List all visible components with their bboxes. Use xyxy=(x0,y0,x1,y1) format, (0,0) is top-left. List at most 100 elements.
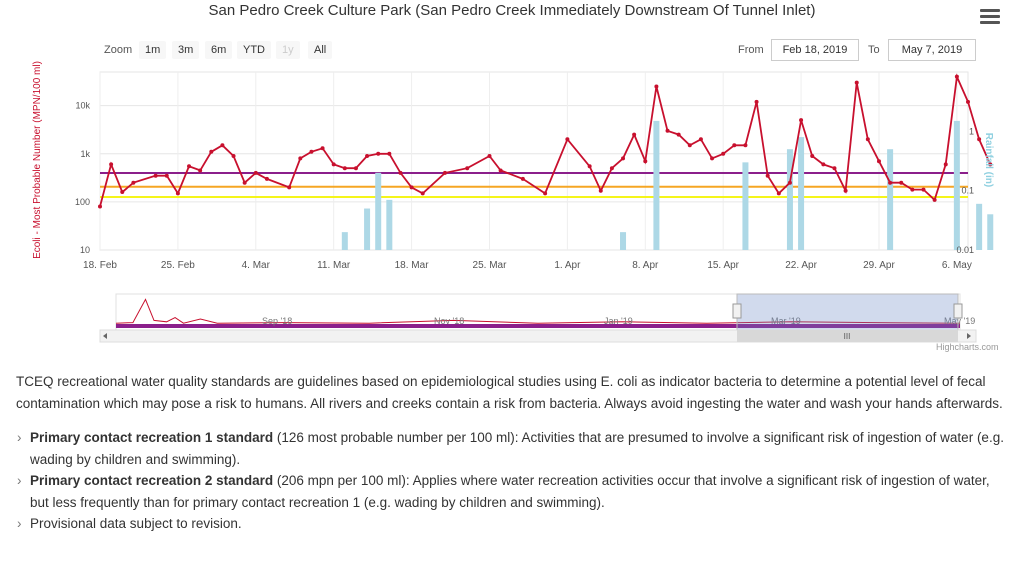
ecoli-point xyxy=(264,176,269,181)
ecoli-point xyxy=(387,151,392,156)
x-tick-label: 6. May xyxy=(942,260,972,271)
ecoli-point xyxy=(843,188,848,193)
scrollbar-grip: III xyxy=(844,332,851,341)
ecoli-point xyxy=(854,80,859,85)
ecoli-point xyxy=(565,137,570,142)
rainfall-bar xyxy=(341,232,348,250)
ecoli-point xyxy=(442,170,447,175)
ecoli-point xyxy=(876,159,881,164)
list-item: Primary contact recreation 2 standard (2… xyxy=(16,470,1012,513)
x-tick-label: 18. Mar xyxy=(395,260,430,271)
ecoli-point xyxy=(643,159,648,164)
ecoli-point xyxy=(988,162,993,167)
ecoli-point xyxy=(810,153,815,158)
ecoli-point xyxy=(632,132,637,137)
rainfall-bar xyxy=(620,232,627,250)
navigator-label: May '19 xyxy=(944,316,975,326)
from-label: From xyxy=(738,44,764,56)
ecoli-point xyxy=(543,191,548,196)
ecoli-point xyxy=(498,168,503,173)
ecoli-point xyxy=(320,146,325,151)
ecoli-point xyxy=(598,188,603,193)
ecoli-point xyxy=(331,162,336,167)
ecoli-point xyxy=(932,197,937,202)
zoom-6m-button[interactable]: 6m xyxy=(205,41,233,59)
x-tick-label: 15. Apr xyxy=(707,260,739,271)
ecoli-point xyxy=(865,137,870,142)
navigator-label: Nov '18 xyxy=(434,316,464,326)
zoom-3m-button[interactable]: 3m xyxy=(172,41,200,59)
rainfall-bar xyxy=(887,149,894,250)
item-bold: Primary contact recreation 1 standard xyxy=(30,430,274,445)
rainfall-bar xyxy=(798,137,805,250)
navigator-handle[interactable] xyxy=(732,303,742,319)
ecoli-point xyxy=(832,166,837,171)
zoom-label: Zoom xyxy=(104,44,133,56)
ecoli-point xyxy=(888,180,893,185)
y-tick-label: 1k xyxy=(80,149,90,159)
ecoli-point xyxy=(765,173,770,178)
ecoli-point xyxy=(342,166,347,171)
to-date-input[interactable]: May 7, 2019 xyxy=(888,39,976,61)
zoom-1m-button[interactable]: 1m xyxy=(139,41,167,59)
y2-axis-title: Rainfall (in) xyxy=(983,133,994,187)
ecoli-point xyxy=(799,118,804,123)
zoom-all-button[interactable]: All xyxy=(308,41,333,59)
y2-tick-label: 1 xyxy=(969,126,974,136)
ecoli-point xyxy=(153,173,158,178)
rainfall-bar xyxy=(364,208,371,250)
ecoli-point xyxy=(309,149,314,154)
ecoli-point xyxy=(721,151,726,156)
ecoli-point xyxy=(698,137,703,142)
y-tick-label: 10k xyxy=(75,101,90,111)
ecoli-point xyxy=(787,180,792,185)
item-text: (126 most probable number per 100 ml): A… xyxy=(30,430,1004,467)
ecoli-point xyxy=(732,143,737,148)
ecoli-point xyxy=(954,74,959,79)
ecoli-point xyxy=(209,149,214,154)
ecoli-point xyxy=(409,185,414,190)
list-item: Primary contact recreation 1 standard (1… xyxy=(16,427,1012,470)
ecoli-point xyxy=(398,170,403,175)
zoom-1y-button: 1y xyxy=(276,41,300,59)
notes-list: Primary contact recreation 1 standard (1… xyxy=(16,427,1012,535)
ecoli-point xyxy=(676,132,681,137)
ecoli-point xyxy=(175,191,180,196)
ecoli-point xyxy=(587,164,592,169)
scrollbar-thumb xyxy=(737,330,958,342)
ecoli-point xyxy=(131,180,136,185)
x-tick-label: 25. Feb xyxy=(161,260,195,271)
ecoli-point xyxy=(665,128,670,133)
x-tick-label: 8. Apr xyxy=(632,260,659,271)
x-tick-label: 1. Apr xyxy=(554,260,581,271)
x-tick-label: 18. Feb xyxy=(83,260,117,271)
rainfall-bar xyxy=(375,172,382,250)
y-tick-label: 100 xyxy=(75,197,90,207)
x-tick-label: 11. Mar xyxy=(317,260,351,271)
item-text: Provisional data subject to revision. xyxy=(30,516,242,531)
ecoli-point xyxy=(220,143,225,148)
navigator-handle[interactable] xyxy=(953,303,963,319)
from-date-input[interactable]: Feb 18, 2019 xyxy=(771,39,859,61)
ecoli-point xyxy=(164,173,169,178)
ecoli-point xyxy=(821,162,826,167)
x-tick-label: 29. Apr xyxy=(863,260,895,271)
chart-menu-icon[interactable] xyxy=(978,6,1002,26)
rainfall-bar xyxy=(742,162,749,250)
navigator-series xyxy=(115,298,961,324)
item-text: (206 mpn per 100 ml): Applies where wate… xyxy=(30,473,990,510)
rainfall-bar xyxy=(987,214,994,250)
zoom-ytd-button[interactable]: YTD xyxy=(237,41,271,59)
rainfall-bars xyxy=(341,120,994,250)
credits-link[interactable]: Highcharts.com xyxy=(936,342,999,352)
ecoli-point xyxy=(743,143,748,148)
ecoli-point xyxy=(242,180,247,185)
ecoli-point xyxy=(921,187,926,192)
x-tick-label: 22. Apr xyxy=(785,260,817,271)
notes-intro: TCEQ recreational water quality standard… xyxy=(16,374,1003,411)
ecoli-series xyxy=(98,73,993,209)
ecoli-point xyxy=(966,99,970,104)
rainfall-bar xyxy=(976,203,983,250)
ecoli-point xyxy=(977,137,982,142)
navigator[interactable]: Sep '18 Nov '18 Jan '19 Mar '19 May '19 III xyxy=(99,293,977,343)
